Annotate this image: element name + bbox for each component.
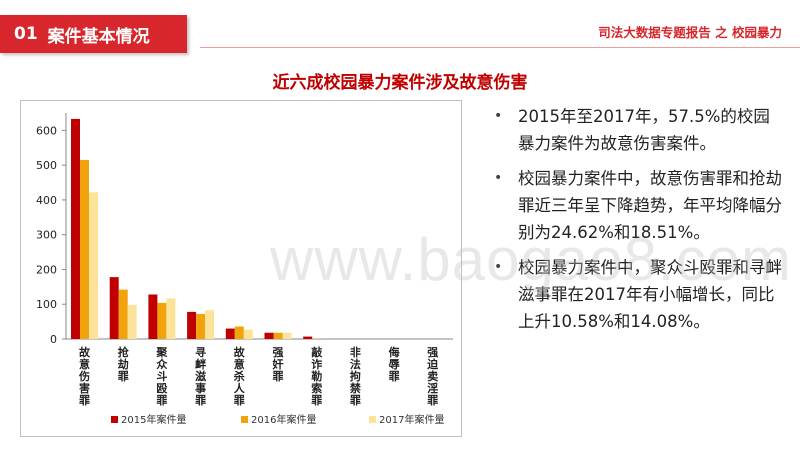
x-tick-label: 强 [427,346,438,359]
bullet-dot: • [494,108,503,124]
section-tag: 01 案件基本情况 [0,15,187,53]
legend-label: 2016年案件量 [251,413,316,426]
bullet-text: 2015年至2017年，57.5%的校园暴力案件为故意伤害案件。 [518,107,770,153]
x-tick-label: 淫 [427,381,438,395]
bullet-list: • 2015年至2017年，57.5%的校园暴力案件为故意伤害案件。 • 校园暴力案… [492,103,782,343]
y-tick-label: 100 [36,298,57,311]
x-tick-label: 罪 [156,394,167,407]
x-tick-label: 衅 [195,357,206,371]
legend-swatch [111,416,118,423]
bar-chart: 0100200300400500600故意伤害罪抢劫罪聚众斗殴罪寻衅滋事罪故意杀… [36,113,453,426]
bar [127,304,137,339]
x-tick-label: 奸 [272,357,284,371]
x-tick-label: 罪 [118,370,129,383]
x-tick-label: 索 [311,381,322,395]
report-title: 司法大数据专题报告 之 校园暴力 [598,25,782,40]
x-tick-label: 法 [350,357,361,371]
x-tick-label: 非 [350,345,361,359]
y-tick-label: 300 [36,229,57,242]
y-tick-label: 400 [36,194,57,207]
x-tick-label: 意 [234,357,245,371]
chart-container: 0 100 200 300 400 500 600 故意伤害罪抢劫罪聚众斗殴罪寻衅滋事罪故意杀… [20,100,462,437]
bar [282,332,292,339]
x-tick-label: 故 [79,345,91,359]
x-tick-label: 害 [79,381,90,395]
x-tick-label: 罪 [350,394,361,407]
x-tick-label: 罪 [195,394,206,407]
watermark: www.baogao8.com [270,226,792,293]
bullet-dot: • [494,170,503,186]
x-tick-label: 抢 [118,345,130,359]
x-tick-label: 众 [156,357,168,371]
x-tick-label: 拘 [350,369,361,383]
x-tick-label: 卖 [427,369,438,383]
bar [71,118,80,339]
x-tick-label: 禁 [350,381,361,395]
chart-title: 近六成校园暴力案件涉及故意伤害 [272,73,528,93]
bar [187,311,197,339]
x-tick-label: 斗 [156,370,167,383]
legend-label: 2015年案件量 [121,413,186,426]
x-tick-label: 罪 [311,394,322,407]
x-tick-label: 故 [234,345,246,359]
legend-label: 2017年案件量 [379,413,444,426]
x-tick-label: 杀 [234,369,245,383]
x-tick-label: 事 [195,381,206,395]
bar [243,329,253,339]
x-tick-label: 罪 [273,370,284,383]
bullet-text: 校园暴力案件中，故意伤害罪和抢劫罪近三年呈下降趋势，年平均降幅分别为24.62%… [518,169,782,242]
y-tick-label: 500 [36,159,57,172]
bar [205,310,215,339]
header-divider [200,47,800,48]
y-tick-label: 600 [36,124,57,137]
bullet-item: • 2015年至2017年，57.5%的校园暴力案件为故意伤害案件。 [492,103,782,157]
x-tick-label: 滋 [195,369,206,383]
x-tick-label: 侮 [389,345,400,359]
x-tick-label: 罪 [79,394,90,407]
bar [273,332,283,339]
section-number: 01 [14,24,38,44]
bar [118,289,128,339]
x-tick-label: 劫 [118,357,129,371]
x-tick-label: 勒 [311,369,322,383]
bullet-text: 校园暴力案件中，聚众斗殴罪和寻衅滋事罪在2017年有小幅增长，同比上升10.58… [518,258,782,331]
bar [303,336,313,339]
bar [264,332,274,339]
legend-swatch [241,416,248,423]
x-tick-label: 殴 [156,382,168,395]
section-title: 案件基本情况 [47,26,150,47]
bar [225,328,235,339]
bullet-item: • 校园暴力案件中，故意伤害罪和抢劫罪近三年呈下降趋势，年平均降幅分别为24.62… [492,165,782,246]
x-tick-label: 聚 [155,346,168,359]
bar [89,192,98,339]
y-tick-label: 0 [50,333,57,346]
bar [80,159,89,339]
x-tick-label: 人 [234,381,246,395]
x-tick-label: 伤 [78,369,90,383]
y-tick-label: 200 [36,263,57,276]
x-tick-label: 强 [273,346,284,359]
bar [148,294,158,339]
x-tick-label: 寻 [195,346,206,359]
x-tick-label: 诈 [311,357,322,371]
x-tick-label: 罪 [427,394,438,407]
legend-swatch [369,416,376,423]
x-tick-label: 迫 [426,357,439,371]
x-tick-label: 罪 [389,370,400,383]
bar [196,313,206,339]
bar [157,302,167,339]
x-tick-label: 辱 [389,358,400,371]
x-tick-label: 罪 [234,394,245,407]
bullet-item: • 校园暴力案件中，聚众斗殴罪和寻衅滋事罪在2017年有小幅增长，同比上升10.5… [492,254,782,335]
bar [234,326,244,339]
x-tick-label: 敲 [311,345,323,359]
bar [166,298,176,339]
bar [109,277,119,339]
bullet-dot: • [494,259,503,275]
x-tick-label: 意 [79,357,90,371]
